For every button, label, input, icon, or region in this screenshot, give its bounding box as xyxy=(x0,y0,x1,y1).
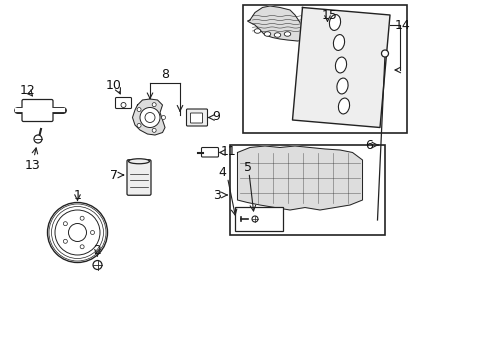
Circle shape xyxy=(93,261,102,270)
FancyBboxPatch shape xyxy=(243,5,408,132)
FancyBboxPatch shape xyxy=(191,113,202,123)
Text: 4: 4 xyxy=(219,166,226,179)
Circle shape xyxy=(80,216,84,220)
Ellipse shape xyxy=(329,14,341,31)
FancyBboxPatch shape xyxy=(127,160,151,195)
Circle shape xyxy=(121,103,126,108)
FancyBboxPatch shape xyxy=(187,109,207,126)
Text: 8: 8 xyxy=(161,68,169,81)
Ellipse shape xyxy=(333,35,344,50)
FancyBboxPatch shape xyxy=(22,99,53,122)
Circle shape xyxy=(152,128,156,132)
Circle shape xyxy=(145,113,155,122)
Ellipse shape xyxy=(339,98,349,114)
Ellipse shape xyxy=(264,32,271,36)
Circle shape xyxy=(91,230,95,234)
Ellipse shape xyxy=(336,57,346,73)
Text: 2: 2 xyxy=(94,243,101,256)
Circle shape xyxy=(137,123,141,127)
Text: 6: 6 xyxy=(365,139,372,152)
Circle shape xyxy=(48,202,107,262)
Ellipse shape xyxy=(128,159,149,164)
Text: 13: 13 xyxy=(24,158,40,171)
Polygon shape xyxy=(238,146,363,210)
Circle shape xyxy=(252,216,258,222)
Circle shape xyxy=(140,108,160,127)
Text: 10: 10 xyxy=(106,78,122,91)
Circle shape xyxy=(34,135,42,143)
Text: 12: 12 xyxy=(20,84,35,96)
FancyBboxPatch shape xyxy=(201,148,219,157)
Circle shape xyxy=(152,103,156,107)
Ellipse shape xyxy=(254,29,261,33)
Polygon shape xyxy=(293,8,390,127)
Circle shape xyxy=(63,222,67,226)
Text: 5: 5 xyxy=(244,161,251,174)
Circle shape xyxy=(137,108,141,112)
Text: 7: 7 xyxy=(110,168,118,181)
Circle shape xyxy=(69,224,87,242)
Text: 11: 11 xyxy=(221,144,237,158)
Circle shape xyxy=(162,116,166,120)
Circle shape xyxy=(63,239,67,243)
FancyBboxPatch shape xyxy=(230,145,385,235)
Ellipse shape xyxy=(337,78,348,94)
Circle shape xyxy=(80,245,84,249)
Text: 14: 14 xyxy=(394,18,411,32)
Polygon shape xyxy=(132,99,165,135)
Ellipse shape xyxy=(274,33,281,37)
Circle shape xyxy=(382,50,389,57)
FancyBboxPatch shape xyxy=(235,207,283,231)
Circle shape xyxy=(55,210,100,255)
Ellipse shape xyxy=(284,32,291,36)
Text: 15: 15 xyxy=(322,9,338,22)
Text: 1: 1 xyxy=(74,189,81,202)
FancyBboxPatch shape xyxy=(116,98,131,108)
Text: 9: 9 xyxy=(213,109,220,122)
Text: 3: 3 xyxy=(214,189,221,202)
Polygon shape xyxy=(247,6,310,41)
